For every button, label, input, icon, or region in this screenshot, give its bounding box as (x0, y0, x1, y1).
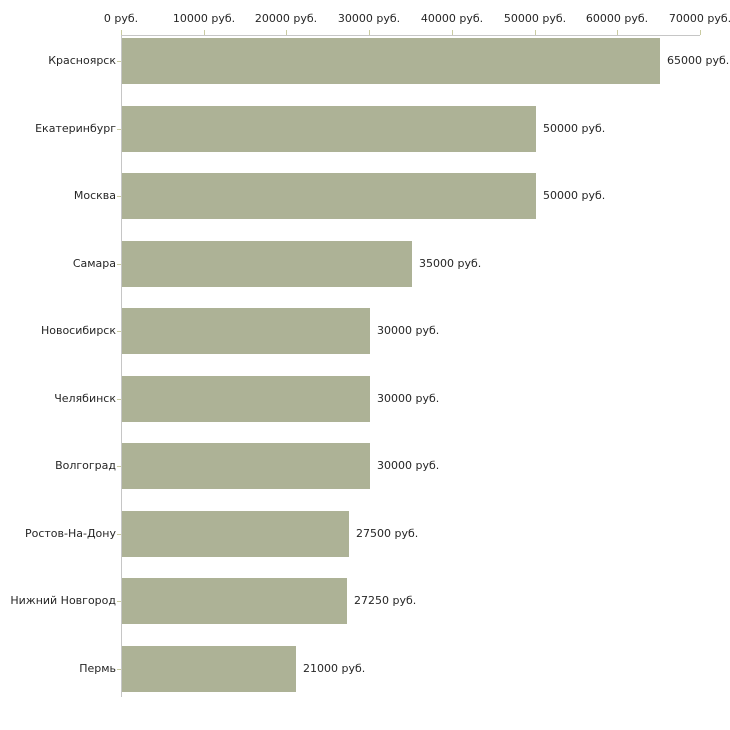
category-tick-mark (117, 264, 121, 265)
category-tick-mark (117, 331, 121, 332)
category-tick-mark (117, 196, 121, 197)
x-tick-mark (121, 30, 122, 35)
category-label: Челябинск (54, 392, 116, 405)
category-tick-mark (117, 129, 121, 130)
value-label: 30000 руб. (377, 392, 440, 405)
x-axis-line (121, 35, 700, 36)
value-label: 21000 руб. (303, 662, 366, 675)
category-label: Екатеринбург (35, 122, 116, 135)
bar (122, 106, 536, 152)
x-tick-mark (286, 30, 287, 35)
bar (122, 376, 370, 422)
x-tick-label: 30000 руб. (337, 12, 401, 25)
x-tick-label: 20000 руб. (254, 12, 318, 25)
x-tick-mark (452, 30, 453, 35)
x-tick-label: 60000 руб. (585, 12, 649, 25)
bar (122, 511, 349, 557)
category-label: Ростов-На-Дону (24, 527, 116, 540)
category-label: Волгоград (55, 459, 116, 472)
x-tick-label: 10000 руб. (172, 12, 236, 25)
value-label: 65000 руб. (667, 54, 730, 67)
bar (122, 578, 347, 624)
category-tick-mark (117, 399, 121, 400)
value-label: 50000 руб. (543, 122, 606, 135)
category-tick-mark (117, 669, 121, 670)
bar (122, 308, 370, 354)
bar (122, 38, 660, 84)
value-label: 50000 руб. (543, 189, 606, 202)
x-tick-label: 70000 руб. (668, 12, 730, 25)
category-tick-mark (117, 534, 121, 535)
bar (122, 173, 536, 219)
value-label: 27250 руб. (354, 594, 417, 607)
category-label: Пермь (79, 662, 116, 675)
x-tick-label: 40000 руб. (420, 12, 484, 25)
x-tick-mark (535, 30, 536, 35)
x-tick-mark (204, 30, 205, 35)
x-tick-label: 50000 руб. (503, 12, 567, 25)
x-tick-mark (369, 30, 370, 35)
x-tick-mark (617, 30, 618, 35)
category-tick-mark (117, 61, 121, 62)
bar (122, 443, 370, 489)
category-tick-mark (117, 466, 121, 467)
value-label: 35000 руб. (419, 257, 482, 270)
category-label: Красноярск (48, 54, 116, 67)
x-tick-mark (700, 30, 701, 35)
value-label: 30000 руб. (377, 459, 440, 472)
category-label: Москва (73, 189, 116, 202)
x-tick-label: 0 руб. (103, 12, 139, 25)
category-label: Самара (72, 257, 116, 270)
bar (122, 241, 412, 287)
category-label: Новосибирск (40, 324, 116, 337)
value-label: 27500 руб. (356, 527, 419, 540)
category-label: Нижний Новгород (10, 594, 116, 607)
category-tick-mark (117, 601, 121, 602)
bar (122, 646, 296, 692)
y-axis-line (121, 35, 122, 697)
value-label: 30000 руб. (377, 324, 440, 337)
